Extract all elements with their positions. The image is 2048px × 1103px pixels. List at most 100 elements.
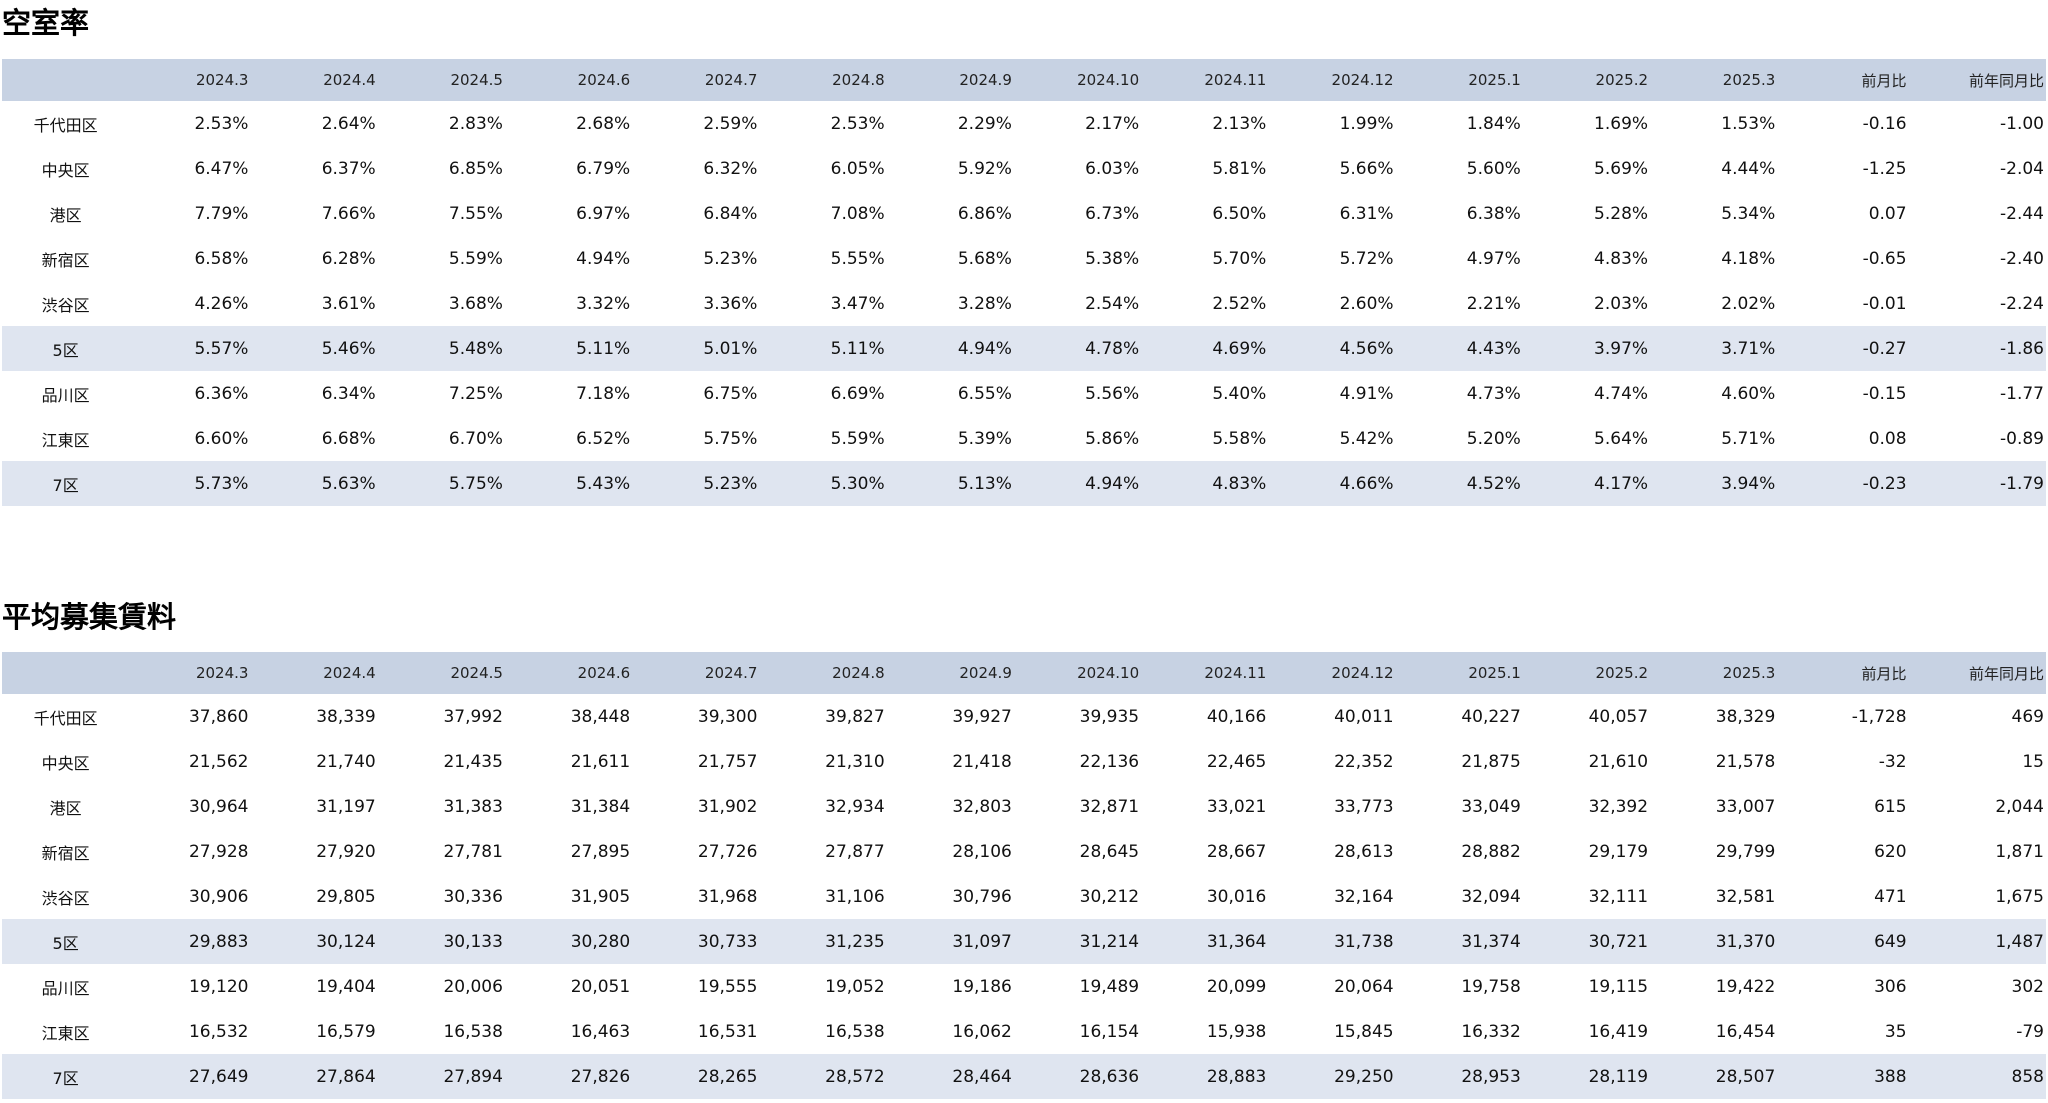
table-cell: 649 [1874,931,1907,952]
table-cell: 3.97% [1594,338,1649,359]
table-cell: 32,934 [825,796,885,817]
table-cell: 31,902 [697,796,758,817]
table-cell: 32,094 [1461,886,1521,907]
table-cell: 2.53% [194,113,249,134]
table-cell: 21,435 [443,751,503,772]
table-cell: 5.23% [703,248,758,269]
table-cell: 4.52% [1466,473,1521,494]
column-header: 2024.7 [704,664,758,682]
average-rent-table: 2024.3 2024.4 2024.5 2024.6 2024.7 2024.8 2024… [2,652,2046,1099]
table-cell: 40,227 [1461,706,1521,727]
table-cell: 32,392 [1588,796,1649,817]
table-cell: 5.75% [703,428,758,449]
table-cell: 22,352 [1334,751,1394,772]
table-cell: 33,773 [1334,796,1394,817]
column-header: 2024.9 [959,664,1012,682]
table-cell: 1.69% [1594,113,1649,134]
table-cell: 28,507 [1715,1066,1776,1087]
table-row: 江東区 6.60% 6.68% 6.70% 6.52% 5.75% 5.59% 5.39% 5.… [2,416,2046,461]
table-cell: 19,120 [188,976,249,997]
table-cell: 28,572 [825,1066,885,1087]
table-cell: 6.79% [576,158,631,179]
column-header: 2024.7 [704,71,758,89]
table-cell: 0.07 [1868,203,1907,224]
table-cell: -0.16 [1862,113,1907,134]
table-cell: 16,154 [1079,1021,1140,1042]
table-cell: 4.56% [1339,338,1394,359]
row-label: 5区 [52,340,79,360]
table-cell: -0.65 [1862,248,1907,269]
table-cell: 5.01% [703,338,758,359]
table-cell: -0.23 [1862,473,1907,494]
table-cell: -1.79 [2000,473,2044,494]
table-cell: 16,062 [952,1021,1012,1042]
table-cell: 6.34% [321,383,376,404]
table-cell: 30,280 [570,931,631,952]
table-cell: 4.69% [1212,338,1267,359]
table-cell: 32,111 [1588,886,1649,907]
header-row: 2024.3 2024.4 2024.5 2024.6 2024.7 2024.8 2024… [2,59,2046,101]
table-cell: 4.43% [1466,338,1521,359]
table-cell: 31,383 [443,796,503,817]
table-cell: 19,052 [825,976,885,997]
table-cell: 21,610 [1588,751,1649,772]
row-label: 渋谷区 [41,888,90,908]
table-cell: 19,115 [1588,976,1649,997]
table-cell: 32,871 [1079,796,1140,817]
vacancy-rate-title: 空室率 [2,6,90,40]
table-cell: 31,214 [1079,931,1140,952]
table-cell: 29,799 [1715,841,1776,862]
table-cell: -1,728 [1851,706,1907,727]
table-cell: 1.84% [1466,113,1521,134]
column-header: 2025.3 [1722,664,1776,682]
table-cell: 21,875 [1461,751,1521,772]
table-cell: 40,057 [1588,706,1649,727]
row-label: 7区 [52,475,79,495]
table-cell: 1.53% [1721,113,1776,134]
table-cell: 30,796 [952,886,1012,907]
table-cell: 6.69% [830,383,885,404]
table-cell: -0.27 [1862,338,1907,359]
table-cell: 5.69% [1594,158,1649,179]
table-row: 港区 30,964 31,197 31,383 31,384 31,902 32,934 32… [2,784,2046,829]
table-cell: 7.08% [830,203,885,224]
table-cell: 30,964 [188,796,249,817]
table-row: 中央区 21,562 21,740 21,435 21,611 21,757 21,310 2… [2,739,2046,784]
table-cell: 32,164 [1334,886,1394,907]
row-label: 江東区 [41,1023,90,1043]
table-cell: 5.73% [194,473,249,494]
table-cell: 5.66% [1339,158,1394,179]
row-label: 新宿区 [41,250,90,270]
table-cell: 16,419 [1588,1021,1649,1042]
table-cell: 21,740 [316,751,376,772]
table-cell: 22,136 [1079,751,1140,772]
table-cell: 5.20% [1466,428,1521,449]
table-cell: 5.40% [1212,383,1267,404]
table-cell: 37,860 [188,706,249,727]
column-header: 2024.4 [323,71,376,89]
table-cell: 1,871 [1995,841,2044,862]
column-header: 2024.10 [1077,664,1140,682]
column-header: 2024.5 [450,664,503,682]
table-cell: 5.57% [194,338,249,359]
table-cell: 6.68% [321,428,376,449]
column-header: 前月比 [1861,71,1907,90]
table-cell: 615 [1874,796,1907,817]
table-cell: -0.15 [1862,383,1907,404]
table-cell: 5.48% [448,338,503,359]
table-row: 中央区 6.47% 6.37% 6.85% 6.79% 6.32% 6.05% 5.92% 6.… [2,146,2046,191]
table-cell: 5.75% [448,473,503,494]
table-cell: 5.72% [1339,248,1394,269]
vacancy-rate-table: 2024.3 2024.4 2024.5 2024.6 2024.7 2024.8 2024… [2,59,2046,506]
table-cell: 38,329 [1715,706,1776,727]
column-header: 2025.2 [1595,71,1649,89]
table-cell: 19,758 [1461,976,1521,997]
table-cell: 3.71% [1721,338,1776,359]
table-cell: 27,928 [188,841,249,862]
table-cell: -1.86 [2000,338,2044,359]
table-cell: -79 [2016,1021,2044,1042]
table-cell: 27,649 [188,1066,249,1087]
table-cell: 15,938 [1206,1021,1267,1042]
table-cell: 19,489 [1079,976,1140,997]
